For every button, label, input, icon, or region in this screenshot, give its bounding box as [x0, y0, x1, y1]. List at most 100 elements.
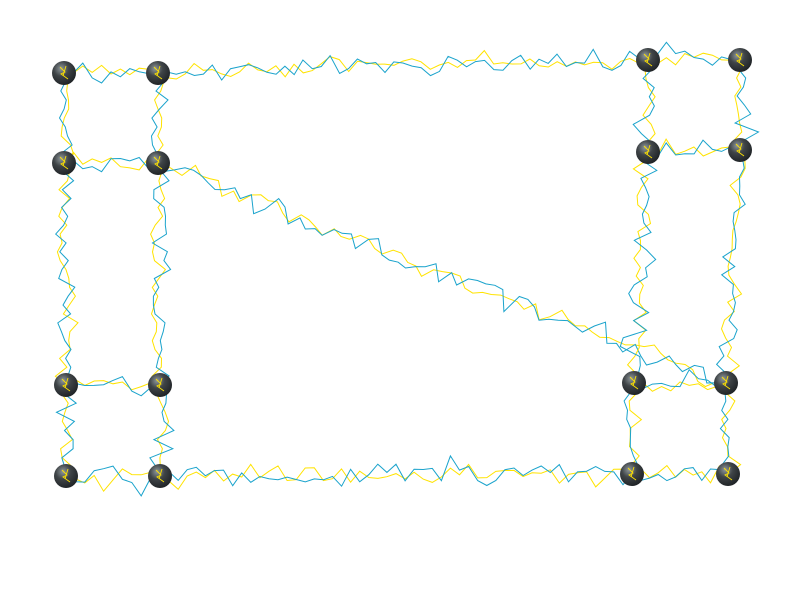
edge-4-8 — [54, 162, 79, 386]
edge-5-11 — [157, 162, 727, 388]
edge-strand-yellow — [156, 384, 170, 477]
edge-2-6 — [632, 59, 656, 153]
graph-node-15[interactable] — [716, 462, 740, 486]
edge-strand-yellow — [60, 72, 75, 164]
graph-node-0[interactable] — [52, 61, 76, 85]
edge-strand-blue — [63, 156, 159, 173]
edge-strand-blue — [633, 368, 727, 389]
edge-strand-yellow — [54, 162, 79, 386]
edge-strand-blue — [619, 151, 658, 384]
lightning-glyph-icon — [723, 466, 733, 481]
edge-strand-blue — [733, 59, 760, 151]
graph-node-2[interactable] — [636, 48, 660, 72]
edge-strand-yellow — [65, 379, 161, 391]
edge-strand-yellow — [631, 464, 729, 484]
edge-1-2 — [157, 48, 649, 81]
graph-node-12[interactable] — [54, 464, 78, 488]
graph-node-13[interactable] — [148, 464, 172, 488]
edge-0-1 — [63, 62, 159, 84]
graph-node-3[interactable] — [728, 48, 752, 72]
edge-strand-blue — [631, 467, 729, 482]
graph-node-8[interactable] — [54, 373, 78, 397]
lightning-glyph-icon — [155, 377, 165, 392]
edge-strand-blue — [55, 384, 78, 477]
lightning-glyph-icon — [61, 377, 71, 392]
edge-strand-blue — [623, 382, 639, 475]
edge-strand-blue — [58, 72, 73, 164]
edge-0-4 — [58, 72, 75, 164]
lightning-glyph-icon — [59, 65, 69, 80]
lightning-glyph-icon — [643, 144, 653, 159]
graph-node-14[interactable] — [620, 462, 644, 486]
graph-node-7[interactable] — [728, 138, 752, 162]
graph-node-4[interactable] — [52, 151, 76, 175]
edge-9-13 — [149, 384, 175, 477]
lightning-glyph-icon — [735, 142, 745, 157]
lightning-glyph-icon — [61, 468, 71, 483]
edge-strand-yellow — [157, 162, 727, 388]
edge-10-11 — [633, 368, 727, 392]
edge-layer — [54, 41, 760, 497]
edge-strand-blue — [632, 59, 655, 153]
graph-node-11[interactable] — [714, 371, 738, 395]
edge-strand-blue — [150, 72, 169, 164]
edge-strand-blue — [719, 382, 730, 475]
lightning-glyph-icon — [627, 466, 637, 481]
edge-strand-yellow — [63, 64, 159, 76]
edge-strand-blue — [647, 139, 741, 159]
edge-7-11 — [715, 149, 746, 384]
edge-12-13 — [65, 465, 161, 497]
node-layer — [52, 48, 752, 488]
graph-node-10[interactable] — [622, 371, 646, 395]
graph-node-1[interactable] — [146, 61, 170, 85]
lightning-glyph-icon — [155, 468, 165, 483]
edge-strand-blue — [149, 384, 175, 477]
edge-10-14 — [623, 382, 643, 475]
edge-strand-blue — [159, 454, 633, 488]
lightning-glyph-icon — [643, 52, 653, 67]
edge-strand-blue — [65, 375, 161, 397]
edge-strand-yellow — [154, 72, 165, 164]
graph-node-9[interactable] — [148, 373, 172, 397]
edge-strand-yellow — [647, 138, 741, 157]
edge-14-15 — [631, 464, 729, 484]
edge-3-7 — [732, 59, 760, 151]
edge-strand-yellow — [159, 463, 633, 491]
edge-strand-yellow — [647, 52, 741, 66]
lightning-glyph-icon — [629, 375, 639, 390]
edge-13-14 — [159, 454, 633, 491]
edge-strand-yellow — [720, 149, 746, 384]
edge-5-9 — [150, 162, 172, 386]
edge-strand-blue — [54, 162, 76, 386]
edge-strand-yellow — [642, 59, 656, 153]
graph-node-6[interactable] — [636, 140, 660, 164]
edge-strand-yellow — [63, 151, 159, 171]
graph-node-5[interactable] — [146, 151, 170, 175]
lightning-glyph-icon — [153, 65, 163, 80]
edge-6-7 — [647, 138, 741, 159]
edge-11-15 — [719, 382, 742, 475]
lightning-glyph-icon — [153, 155, 163, 170]
edge-strand-blue — [157, 162, 727, 384]
lightning-glyph-icon — [735, 52, 745, 67]
edge-strand-yellow — [633, 381, 727, 392]
edge-8-12 — [55, 384, 78, 477]
edge-2-3 — [647, 41, 741, 66]
edge-strand-yellow — [732, 59, 743, 151]
edge-6-10 — [619, 151, 658, 384]
edge-1-5 — [150, 72, 169, 164]
edge-strand-yellow — [157, 49, 649, 80]
edge-strand-blue — [65, 465, 161, 497]
edge-strand-blue — [63, 62, 159, 84]
edge-strand-blue — [151, 162, 172, 386]
edge-strand-yellow — [721, 382, 742, 475]
lightning-glyph-icon — [59, 155, 69, 170]
edge-strand-blue — [715, 149, 746, 384]
edge-8-9 — [65, 375, 161, 397]
edge-strand-blue — [157, 48, 649, 81]
edge-strand-yellow — [626, 151, 652, 384]
edge-4-5 — [63, 151, 159, 173]
edge-strand-yellow — [60, 384, 74, 477]
lightning-glyph-icon — [721, 375, 731, 390]
